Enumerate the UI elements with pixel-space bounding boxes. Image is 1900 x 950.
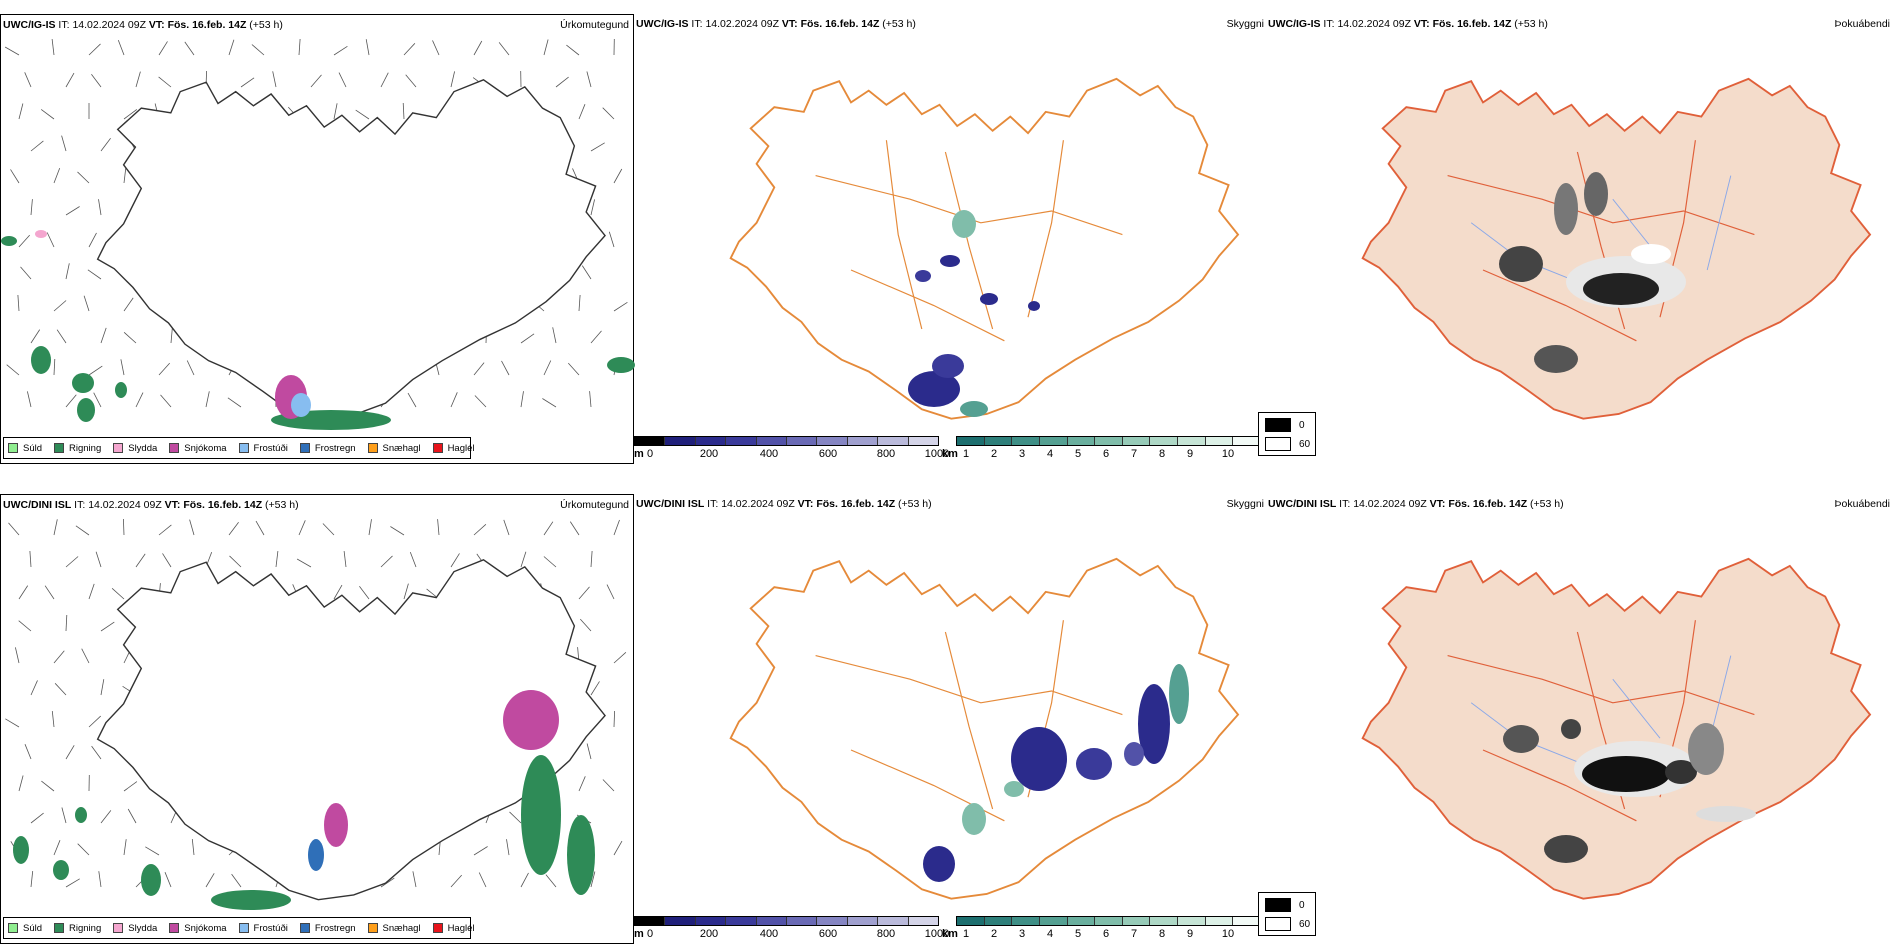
legend-item-snaehagl: Snæhagl [367, 923, 421, 934]
fog-legend-item: 60 [1265, 437, 1310, 451]
legend-item-suld: Súld [8, 923, 42, 934]
legend-item-suld: Súld [8, 443, 42, 454]
legend-item-rigning: Rigning [54, 443, 101, 454]
map-fog [1361, 557, 1871, 900]
panel-header: UWC/DINI ISL IT: 14.02.2024 09Z VT: Fös.… [636, 498, 932, 510]
visibility-colorbar-km: km 1 2 3 4 5 6 7 8 9 10 [942, 916, 1266, 946]
panel-title: Úrkomutegund [560, 499, 629, 511]
legend-item-haglel: Haglél [432, 923, 475, 934]
panel-title: Skyggni [1226, 18, 1264, 30]
precip-areas [1, 230, 635, 430]
fog-panel-row2: UWC/DINI ISL IT: 14.02.2024 09Z VT: Fös.… [1258, 494, 1900, 944]
precip-legend: Súld Rigning Slydda Snjókoma Frostúði Fr… [3, 917, 475, 939]
panel-header: UWC/IG-IS IT: 14.02.2024 09Z VT: Fös. 16… [3, 19, 283, 31]
map-precip-type [5, 518, 627, 910]
visibility-areas [908, 210, 1040, 417]
legend-item-frostudi: Frostúði [238, 443, 288, 454]
fog-legend-item: 60 [1265, 917, 1310, 931]
precip-legend: Súld Rigning Slydda Snjókoma Frostúði Fr… [3, 437, 475, 459]
visibility-areas [923, 664, 1189, 882]
fog-panel-row1: UWC/IG-IS IT: 14.02.2024 09Z VT: Fös. 16… [1258, 14, 1900, 464]
legend-item-frostregn: Frostregn [299, 923, 356, 934]
colorbar-strip [956, 916, 1261, 926]
precip-type-panel-row2: UWC/DINI ISL IT: 14.02.2024 09Z VT: Fös.… [0, 494, 634, 944]
precip-areas [13, 690, 595, 910]
panel-title: Þokuábendi [1834, 498, 1890, 510]
panel-title: Þokuábendi [1834, 18, 1890, 30]
precip-type-panel-row1: UWC/IG-IS IT: 14.02.2024 09Z VT: Fös. 16… [0, 14, 635, 464]
legend-item-rigning: Rigning [54, 923, 101, 934]
fog-legend-item: 0 [1265, 898, 1305, 912]
panel-header: UWC/DINI ISL IT: 14.02.2024 09Z VT: Fös.… [3, 499, 299, 511]
legend-item-frostregn: Frostregn [299, 443, 356, 454]
legend-item-slydda: Slydda [113, 443, 157, 454]
colorbar-unit: km [942, 928, 958, 940]
map-precip-type [1, 38, 635, 430]
map-fog [1361, 77, 1871, 420]
colorbar-unit: km [942, 448, 958, 460]
colorbar-strip [634, 436, 939, 446]
panel-header: UWC/IG-IS IT: 14.02.2024 09Z VT: Fös. 16… [636, 18, 916, 30]
visibility-colorbar-m: m 0 200 400 600 800 1000 [634, 916, 952, 946]
visibility-panel-row1: UWC/IG-IS IT: 14.02.2024 09Z VT: Fös. 16… [634, 14, 1266, 464]
legend-item-snaehagl: Snæhagl [367, 443, 421, 454]
fog-areas [1499, 172, 1686, 373]
panel-header: UWC/IG-IS IT: 14.02.2024 09Z VT: Fös. 16… [1268, 18, 1548, 30]
colorbar-strip [956, 436, 1261, 446]
panel-title: Úrkomutegund [560, 19, 629, 31]
visibility-colorbar-m: m 0 200 400 600 800 1000 [634, 436, 952, 466]
fog-legend: 0 60 [1258, 412, 1316, 456]
fog-legend-item: 0 [1265, 418, 1305, 432]
map-visibility [729, 557, 1239, 900]
legend-item-haglel: Haglél [432, 443, 475, 454]
map-visibility [729, 77, 1239, 420]
legend-item-snjokoma: Snjókoma [169, 923, 227, 934]
visibility-panel-row2: UWC/DINI ISL IT: 14.02.2024 09Z VT: Fös.… [634, 494, 1266, 944]
panel-header: UWC/DINI ISL IT: 14.02.2024 09Z VT: Fös.… [1268, 498, 1564, 510]
panel-title: Skyggni [1226, 498, 1264, 510]
fog-areas [1503, 719, 1756, 863]
visibility-colorbar-km: km 1 2 3 4 5 6 7 8 9 10 [942, 436, 1266, 466]
legend-item-snjokoma: Snjókoma [169, 443, 227, 454]
colorbar-unit: m [634, 448, 644, 460]
fog-legend: 0 60 [1258, 892, 1316, 936]
legend-item-slydda: Slydda [113, 923, 157, 934]
colorbar-unit: m [634, 928, 644, 940]
colorbar-strip [634, 916, 939, 926]
legend-item-frostudi: Frostúði [238, 923, 288, 934]
